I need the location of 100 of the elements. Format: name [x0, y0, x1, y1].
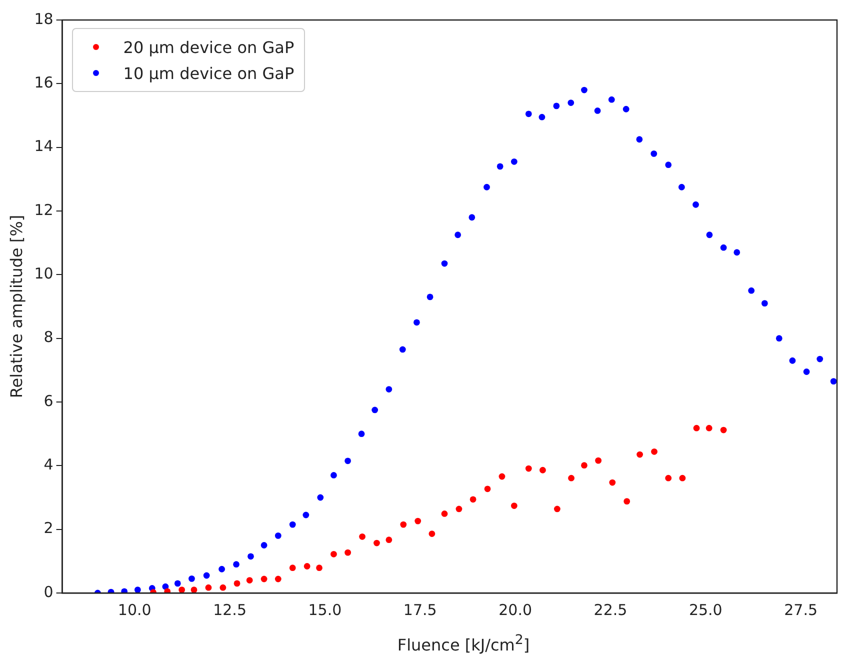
point — [692, 201, 699, 208]
point — [302, 512, 310, 518]
point — [636, 451, 643, 458]
x-tick-label: 15.0 — [308, 600, 342, 619]
point — [484, 486, 491, 492]
y-tick-label: 2 — [44, 519, 54, 538]
point — [248, 553, 254, 560]
point — [554, 506, 560, 512]
point — [510, 158, 518, 165]
point — [174, 580, 181, 587]
point — [720, 244, 727, 251]
point — [330, 472, 337, 478]
point — [525, 465, 532, 472]
point — [581, 86, 588, 94]
point — [568, 100, 574, 106]
point — [651, 448, 658, 455]
point — [316, 564, 322, 572]
y-tick-label: 8 — [44, 328, 54, 346]
point — [830, 378, 837, 385]
point — [538, 114, 546, 120]
point — [622, 106, 630, 112]
point — [720, 426, 727, 434]
point — [386, 386, 392, 392]
y-tick-label: 0 — [44, 582, 54, 601]
y-tick-label: 6 — [44, 392, 54, 410]
y-tick-label: 10 — [34, 264, 54, 283]
y-axis-title: Relative amplitude [%] — [6, 214, 26, 398]
point — [234, 580, 240, 587]
point — [468, 214, 476, 221]
point — [498, 473, 506, 480]
point — [386, 536, 392, 544]
point — [344, 549, 352, 556]
point — [164, 588, 171, 593]
point — [289, 564, 296, 572]
x-tick-label: 20.0 — [498, 600, 532, 619]
point — [484, 184, 490, 190]
point — [428, 530, 436, 537]
point — [665, 162, 672, 168]
point — [679, 474, 686, 482]
point — [816, 356, 824, 362]
point — [317, 494, 324, 501]
point — [470, 496, 476, 503]
x-tick-label: 27.5 — [784, 600, 818, 619]
point — [609, 479, 616, 486]
point — [220, 584, 226, 591]
point — [595, 457, 602, 464]
point — [510, 502, 518, 509]
x-tick-label: 25.0 — [688, 600, 722, 619]
point — [553, 102, 560, 110]
point — [734, 249, 740, 256]
point — [426, 294, 434, 300]
point — [121, 588, 128, 593]
point — [650, 150, 658, 157]
point — [274, 532, 282, 539]
y-tick-label: 18 — [34, 10, 54, 28]
point — [260, 542, 268, 548]
point — [581, 462, 588, 469]
legend-label: 10 µm device on GaP — [123, 64, 294, 82]
point — [233, 561, 240, 568]
x-tick-label: 17.5 — [403, 600, 437, 619]
y-tick-label: 14 — [34, 137, 54, 156]
point — [203, 572, 210, 579]
point — [358, 430, 365, 438]
y-tick-label: 16 — [34, 74, 54, 92]
point — [624, 498, 630, 505]
point — [789, 357, 796, 364]
point — [218, 566, 225, 572]
point — [594, 108, 601, 114]
x-tick-label: 22.5 — [594, 600, 628, 619]
point — [414, 518, 422, 524]
point — [678, 184, 685, 190]
point — [693, 424, 700, 432]
point — [289, 521, 296, 528]
y-tick-label: 4 — [44, 456, 54, 474]
point — [399, 346, 406, 353]
point — [568, 474, 574, 482]
point — [344, 458, 352, 464]
point — [274, 576, 282, 582]
point — [748, 287, 755, 294]
point — [803, 368, 810, 375]
point — [205, 584, 212, 591]
point — [330, 550, 337, 558]
point — [246, 577, 253, 584]
point — [188, 575, 195, 582]
point — [178, 586, 186, 593]
point — [525, 110, 532, 118]
point — [706, 232, 713, 238]
point — [540, 466, 546, 474]
point — [372, 406, 378, 414]
point — [706, 424, 712, 432]
point — [134, 586, 141, 593]
point — [454, 232, 462, 238]
point — [190, 586, 198, 593]
point — [441, 260, 448, 267]
point — [636, 136, 643, 143]
point — [400, 521, 407, 528]
legend-label: 20 µm device on GaP — [123, 38, 294, 56]
y-tick-label: 12 — [34, 200, 54, 219]
point — [260, 576, 268, 582]
point — [441, 510, 448, 517]
